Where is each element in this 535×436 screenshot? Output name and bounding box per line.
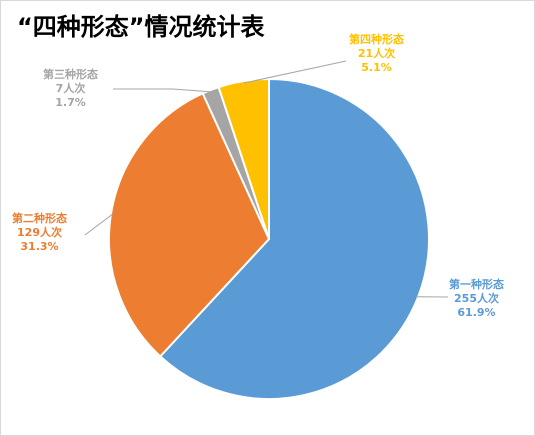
slice-name-3: 第三种形态 [43, 68, 98, 81]
slice-label-4: 第四种形态 21人次 5.1% [349, 33, 404, 75]
leader-lines [84, 60, 449, 298]
slice-percent-3: 1.7% [55, 96, 86, 109]
slice-name-2: 第二种形态 [12, 212, 67, 225]
pie-slice-4 [217, 77, 270, 240]
slice-name-1: 第一种形态 [449, 278, 504, 291]
slice-value-4: 21人次 [357, 47, 396, 60]
slice-value-1: 255人次 [454, 292, 499, 305]
leader-line-2 [84, 213, 114, 236]
chart-title: “四种形态”情况统计表 [17, 13, 265, 41]
slice-label-1: 第一种形态 255人次 61.9% [449, 278, 504, 320]
slice-percent-1: 61.9% [457, 306, 496, 319]
slice-value-2: 129人次 [17, 226, 62, 239]
slice-percent-4: 5.1% [361, 61, 392, 74]
pie-slice-1 [158, 77, 430, 400]
slice-label-3: 第三种形态 7人次 1.7% [43, 68, 98, 110]
slice-name-4: 第四种形态 [349, 33, 404, 46]
pie-slice-2 [108, 92, 271, 358]
slice-percent-2: 31.3% [20, 240, 59, 253]
slice-value-3: 7人次 [55, 82, 86, 95]
pie-slices [108, 77, 430, 400]
leader-line-3 [113, 88, 212, 93]
slice-label-2: 第二种形态 129人次 31.3% [12, 212, 67, 254]
leader-line-4 [243, 60, 347, 84]
